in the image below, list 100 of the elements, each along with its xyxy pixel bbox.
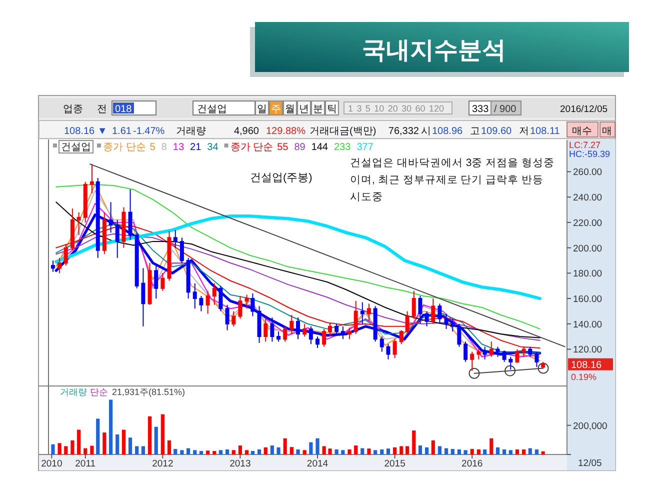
bar [296,449,300,454]
bar [206,450,210,454]
candlestick [192,282,197,310]
text: 0.19% [571,372,597,382]
bar [128,438,132,454]
bar [116,434,120,454]
text: 12/05 [578,458,602,469]
bar [470,448,474,454]
bar [341,450,345,454]
candlestick [270,317,274,342]
bar [225,449,230,454]
bar [502,449,506,454]
bar [316,438,320,454]
candlestick [173,230,178,248]
text: 13 [172,142,184,153]
candlestick [257,306,262,344]
text: 21 [190,142,202,153]
text: 144 [311,142,328,153]
text: LC:7.27 [569,140,601,150]
candlestick [212,282,216,306]
bar [322,446,326,454]
candlestick [199,295,204,312]
candlestick [50,260,55,272]
y-tick-label: 180.00 [573,268,602,280]
text: 건설업 [197,104,227,115]
text: 거래량 [176,126,206,137]
text: 년 [299,104,309,115]
bar [528,448,532,454]
bar [193,450,197,454]
bar [424,447,429,454]
bar [431,440,435,454]
candlestick [399,330,404,345]
annotation: 건설업 [61,142,91,153]
candlestick [264,317,268,342]
text: 틱 [327,104,337,115]
candlestick [334,323,339,335]
y-tick-label: 260.00 [573,167,602,178]
bar [250,451,254,454]
text: 고 [470,126,480,137]
chart-title: 국내지수분석 [362,36,506,64]
candlestick [386,344,390,360]
y-tick-label: 120.00 [573,344,602,356]
annotation: 단순 [90,387,108,397]
candlestick [76,212,81,236]
text: 매 [602,126,612,137]
text: 108.16 ▼ [64,126,108,137]
text: 매수 [572,126,592,137]
bar [367,448,371,454]
x-tick-label: 2011 [75,458,96,470]
y-tick-label: 160.00 [573,294,602,306]
candlestick [424,310,429,327]
bar [186,448,190,454]
candlestick [225,304,230,331]
text: 8 [161,142,167,153]
candlestick [457,323,462,348]
bar [374,450,378,454]
text: 108.16 [571,360,602,371]
candlestick [141,268,146,327]
text: 1.61 [112,126,132,137]
bar [508,450,512,454]
text: 4,960 [234,126,260,137]
candlestick [206,290,210,314]
candlestick [541,361,546,369]
text: 89 [294,142,306,153]
candlestick [296,317,300,340]
bar [270,445,274,454]
candlestick [360,302,364,324]
bar [490,438,494,454]
bar [238,445,242,454]
y-tick-label: 240.00 [573,192,602,204]
candlestick [515,348,520,364]
candlestick [302,323,307,338]
candlestick [232,310,236,327]
text: / 900 [494,104,517,115]
candlestick [90,164,94,194]
candlestick [276,330,281,342]
candlestick [316,336,320,348]
candlestick [464,341,468,362]
candlestick [308,326,313,345]
candlestick [134,232,139,289]
bar [541,451,545,454]
candlestick [522,346,526,358]
bar [135,446,139,454]
candlestick [508,356,513,370]
bar [476,449,480,454]
annotation: 21,931주(81.51%) [112,387,186,397]
text: 108.11 [530,126,560,137]
bar [334,449,338,454]
text: 시 [421,126,431,137]
candlestick [167,230,172,282]
annotation: 종가 단순 [103,142,146,153]
bar [354,445,358,454]
candlestick [186,257,190,300]
bar [444,448,448,454]
bar [96,418,100,454]
annotation: 종가 단순 [230,142,274,153]
annotation: 건설업은 대바닥권에서 3중 저점을 형성중이며, 최근 정부규제로 단기 급락후 반등 시도중 [350,157,555,203]
candlestick [102,212,106,255]
bar [77,430,81,454]
candlestick [347,327,352,340]
